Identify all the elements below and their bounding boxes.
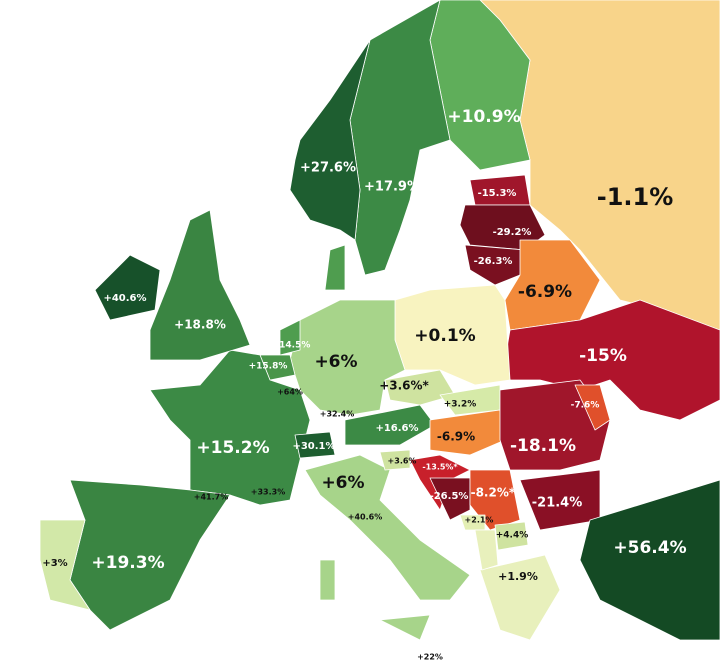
region-label: +17.9% [364, 180, 420, 195]
region [149, 349, 311, 506]
region [429, 409, 506, 456]
region-label: +30.1% [292, 441, 335, 452]
region [579, 479, 720, 641]
region [429, 477, 471, 521]
region-label: +3.6% [388, 457, 417, 466]
region-label: +19.3% [91, 553, 164, 573]
region-label: +15.2% [196, 438, 269, 458]
region [94, 254, 161, 321]
region [294, 431, 336, 459]
region-label: -1.1% [597, 183, 674, 211]
region-label: +22% [417, 653, 443, 662]
region-label: +16.6% [375, 423, 418, 434]
region-label: +18.8% [174, 318, 226, 332]
region [494, 521, 529, 551]
region-label: +2.1% [465, 516, 494, 525]
region-label: +33.3% [251, 488, 285, 497]
region [474, 529, 499, 571]
region-label: -18.1% [510, 436, 576, 456]
region-label: +15.8% [249, 362, 288, 372]
region-label: -26.3% [474, 256, 513, 267]
region [384, 369, 456, 406]
region-label: +32.4% [320, 410, 354, 419]
region-label: +56.4% [613, 538, 686, 558]
region-label: +1.9% [498, 570, 538, 583]
region-label: -15% [579, 346, 627, 366]
region-label: -29.2% [493, 227, 532, 238]
region [464, 244, 526, 286]
region-label: -26.5% [430, 491, 469, 502]
region-label: +6% [314, 352, 357, 372]
region-label: +64% [277, 388, 303, 397]
region-label: +40.6% [103, 293, 146, 304]
region-label: +27.6% [300, 161, 356, 176]
region-label: +3.2% [444, 400, 477, 410]
region-label: +0.1% [414, 326, 475, 346]
region-label: -13.5%* [422, 463, 458, 472]
region-label: +6% [321, 473, 364, 493]
region-label: -6.9% [437, 430, 475, 444]
region-label: +4.4% [496, 531, 529, 541]
region-label: -8.2%** [471, 486, 523, 500]
region-label: +41.7% [194, 493, 228, 502]
region [39, 519, 91, 611]
region [319, 559, 336, 601]
region-label: +10.9% [447, 107, 520, 127]
region-label: -21.4% [532, 496, 583, 511]
region-label: -15.3% [478, 188, 517, 199]
region-label: +14.5% [272, 341, 311, 351]
region [289, 299, 406, 416]
region-label: +12.7% [279, 261, 318, 271]
region [149, 209, 251, 361]
region-label: -7.6% [571, 401, 600, 411]
region-label: -6.9% [518, 282, 572, 302]
region [379, 449, 411, 471]
region-label: +3% [42, 558, 67, 569]
region [289, 39, 371, 241]
region-label: +40.6% [348, 513, 382, 522]
region [279, 319, 301, 356]
region [344, 404, 436, 446]
region [379, 614, 431, 641]
region [479, 554, 561, 641]
region [324, 244, 346, 291]
region [574, 384, 611, 431]
region-label: +3.6%* [379, 379, 429, 393]
